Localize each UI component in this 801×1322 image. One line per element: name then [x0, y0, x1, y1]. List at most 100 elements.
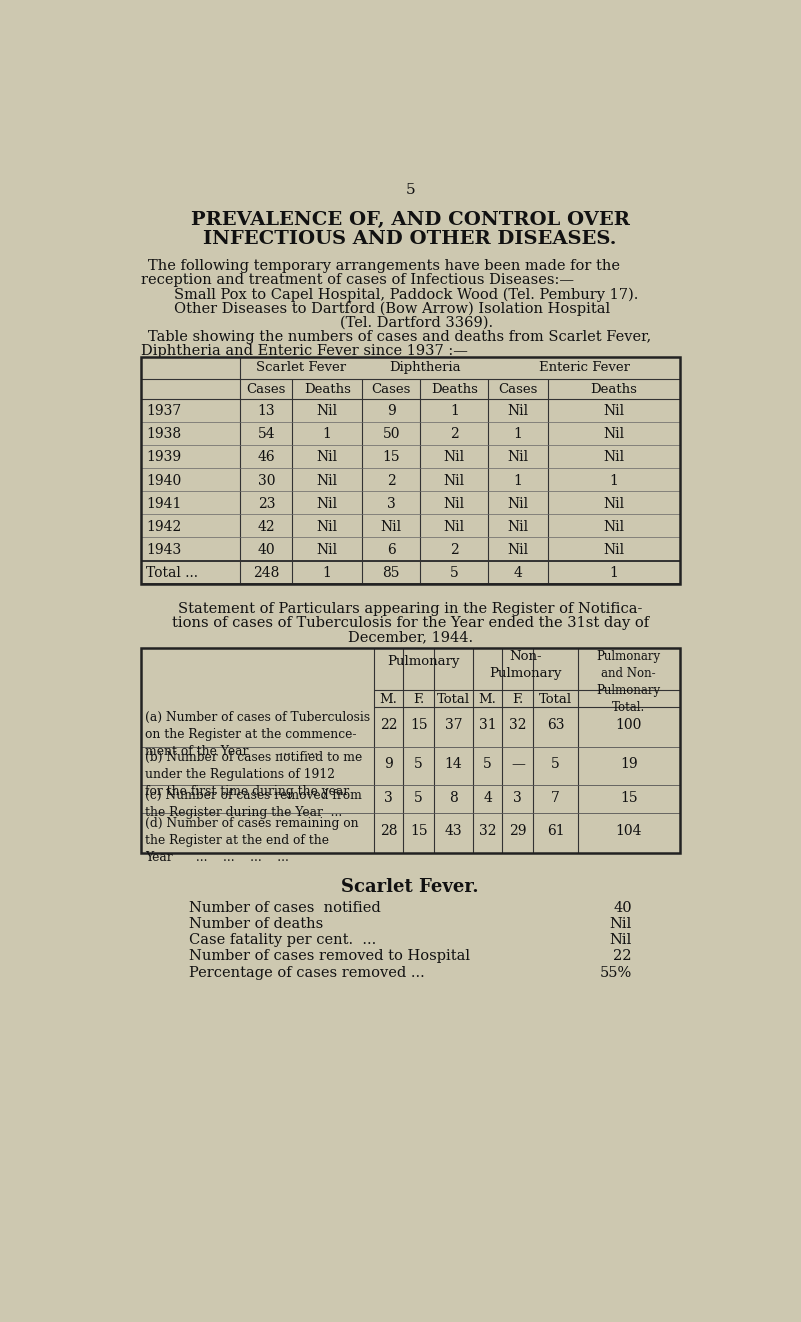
- Text: 22: 22: [614, 949, 632, 964]
- Text: Pulmonary
and Non-
Pulmonary
Total.: Pulmonary and Non- Pulmonary Total.: [597, 650, 661, 714]
- Text: Enteric Fever: Enteric Fever: [538, 361, 630, 374]
- Text: 15: 15: [410, 824, 428, 838]
- Text: Nil: Nil: [603, 520, 625, 534]
- Text: 40: 40: [613, 900, 632, 915]
- Text: reception and treatment of cases of Infectious Diseases:—: reception and treatment of cases of Infe…: [141, 272, 574, 287]
- Text: 5: 5: [405, 184, 415, 197]
- Text: 37: 37: [445, 718, 462, 732]
- Text: 5: 5: [483, 758, 492, 771]
- Text: Nil: Nil: [610, 933, 632, 948]
- Text: Nil: Nil: [508, 497, 529, 510]
- Bar: [141, 357, 680, 584]
- Text: 6: 6: [387, 543, 396, 557]
- Text: 32: 32: [479, 824, 497, 838]
- Text: F.: F.: [512, 693, 524, 706]
- Text: (a) Number of cases of Tuberculosis
on the Register at the commence-
ment of the: (a) Number of cases of Tuberculosis on t…: [145, 711, 370, 758]
- Text: 104: 104: [615, 824, 642, 838]
- Text: 85: 85: [382, 566, 400, 580]
- Text: 5: 5: [450, 566, 459, 580]
- Text: Percentage of cases removed ...: Percentage of cases removed ...: [189, 965, 425, 980]
- Text: Nil: Nil: [508, 543, 529, 557]
- Text: Diphtheria: Diphtheria: [389, 361, 461, 374]
- Text: Statement of Particulars appearing in the Register of Notifica-: Statement of Particulars appearing in th…: [178, 602, 642, 616]
- Text: Nil: Nil: [316, 473, 338, 488]
- Text: 1: 1: [323, 566, 332, 580]
- Text: 63: 63: [547, 718, 564, 732]
- Text: Scarlet Fever: Scarlet Fever: [256, 361, 346, 374]
- Text: 1: 1: [513, 427, 523, 442]
- Text: Nil: Nil: [316, 543, 338, 557]
- Text: Deaths: Deaths: [590, 382, 638, 395]
- Text: 23: 23: [258, 497, 275, 510]
- Text: 19: 19: [620, 758, 638, 771]
- Text: Diphtheria and Enteric Fever since 1937 :—: Diphtheria and Enteric Fever since 1937 …: [141, 344, 468, 358]
- Text: December, 1944.: December, 1944.: [348, 629, 473, 644]
- Text: 5: 5: [414, 791, 423, 805]
- Text: Case fatality per cent.  ...: Case fatality per cent. ...: [189, 933, 376, 948]
- Text: 31: 31: [479, 718, 497, 732]
- Text: 1: 1: [323, 427, 332, 442]
- Text: Deaths: Deaths: [304, 382, 351, 395]
- Text: Pulmonary: Pulmonary: [387, 654, 460, 668]
- Text: Nil: Nil: [444, 497, 465, 510]
- Text: Nil: Nil: [316, 451, 338, 464]
- Text: 54: 54: [258, 427, 276, 442]
- Text: Nil: Nil: [316, 405, 338, 418]
- Bar: [141, 648, 680, 853]
- Text: Nil: Nil: [610, 917, 632, 931]
- Text: (b) Number of cases notified to me
under the Regulations of 1912
for the first t: (b) Number of cases notified to me under…: [145, 751, 362, 797]
- Text: Total: Total: [539, 693, 572, 706]
- Text: (c) Number of cases removed from
the Register during the Year  ...: (c) Number of cases removed from the Reg…: [145, 789, 362, 820]
- Text: Nil: Nil: [603, 497, 625, 510]
- Text: Deaths: Deaths: [431, 382, 477, 395]
- Text: Total: Total: [437, 693, 470, 706]
- Text: Other Diseases to Dartford (Bow Arrow) Isolation Hospital: Other Diseases to Dartford (Bow Arrow) I…: [174, 301, 610, 316]
- Text: Nil: Nil: [603, 427, 625, 442]
- Text: 43: 43: [445, 824, 462, 838]
- Text: F.: F.: [413, 693, 425, 706]
- Text: Scarlet Fever.: Scarlet Fever.: [341, 878, 479, 896]
- Text: Small Pox to Capel Hospital, Paddock Wood (Tel. Pembury 17).: Small Pox to Capel Hospital, Paddock Woo…: [174, 288, 638, 303]
- Text: 8: 8: [449, 791, 458, 805]
- Text: 2: 2: [450, 543, 459, 557]
- Text: 7: 7: [551, 791, 560, 805]
- Text: 5: 5: [414, 758, 423, 771]
- Text: 42: 42: [258, 520, 276, 534]
- Text: Nil: Nil: [380, 520, 401, 534]
- Text: Nil: Nil: [603, 543, 625, 557]
- Text: Nil: Nil: [444, 451, 465, 464]
- Text: 1: 1: [450, 405, 459, 418]
- Text: Cases: Cases: [372, 382, 411, 395]
- Text: 15: 15: [382, 451, 400, 464]
- Text: 32: 32: [509, 718, 526, 732]
- Text: Table showing the numbers of cases and deaths from Scarlet Fever,: Table showing the numbers of cases and d…: [148, 330, 651, 344]
- Text: 50: 50: [382, 427, 400, 442]
- Text: 30: 30: [258, 473, 275, 488]
- Text: 248: 248: [253, 566, 280, 580]
- Text: 46: 46: [258, 451, 276, 464]
- Text: Number of deaths: Number of deaths: [189, 917, 324, 931]
- Text: 3: 3: [384, 791, 392, 805]
- Text: Number of cases  notified: Number of cases notified: [189, 900, 381, 915]
- Text: (d) Number of cases remaining on
the Register at the end of the
Year      ...   : (d) Number of cases remaining on the Reg…: [145, 817, 359, 865]
- Text: Nil: Nil: [508, 451, 529, 464]
- Text: 29: 29: [509, 824, 526, 838]
- Text: 1938: 1938: [146, 427, 181, 442]
- Text: 13: 13: [258, 405, 276, 418]
- Text: Nil: Nil: [603, 451, 625, 464]
- Text: 1: 1: [513, 473, 523, 488]
- Text: 9: 9: [384, 758, 392, 771]
- Text: Cases: Cases: [498, 382, 538, 395]
- Text: INFECTIOUS AND OTHER DISEASES.: INFECTIOUS AND OTHER DISEASES.: [203, 230, 617, 249]
- Text: 14: 14: [445, 758, 462, 771]
- Text: 3: 3: [387, 497, 396, 510]
- Text: Non-
Pulmonary: Non- Pulmonary: [489, 650, 562, 680]
- Text: Nil: Nil: [316, 497, 338, 510]
- Text: M.: M.: [479, 693, 497, 706]
- Text: M.: M.: [380, 693, 397, 706]
- Text: 1942: 1942: [146, 520, 181, 534]
- Text: 2: 2: [387, 473, 396, 488]
- Text: Nil: Nil: [508, 520, 529, 534]
- Text: 2: 2: [450, 427, 459, 442]
- Text: 1: 1: [610, 473, 618, 488]
